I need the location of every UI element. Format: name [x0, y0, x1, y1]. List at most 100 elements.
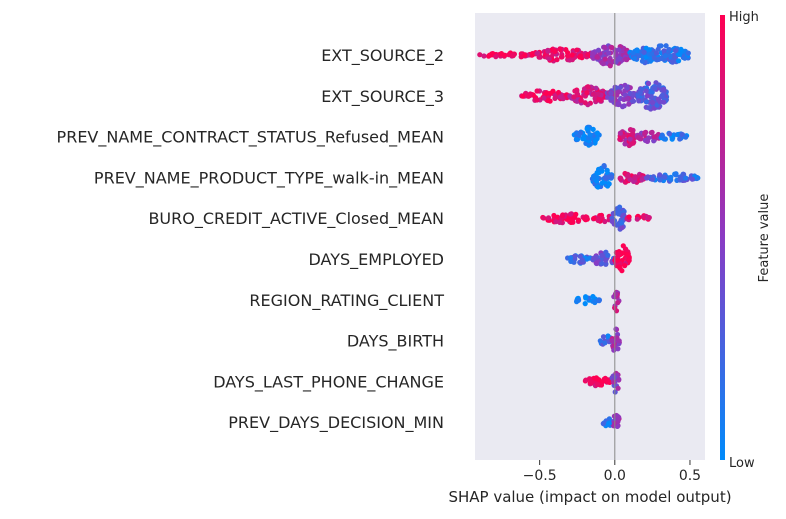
shap-point: [617, 204, 623, 210]
shap-point: [554, 57, 560, 63]
shap-point: [659, 92, 666, 98]
shap-point: [657, 99, 663, 105]
shap-point: [541, 95, 547, 101]
shap-point: [635, 93, 641, 99]
shap-point: [585, 84, 591, 90]
shap-point: [477, 52, 483, 58]
shap-point: [640, 214, 646, 220]
shap-point: [621, 208, 627, 215]
shap-point: [541, 215, 547, 221]
shap-point: [601, 163, 607, 169]
shap-point: [614, 335, 620, 341]
shap-point: [557, 219, 563, 225]
shap-point: [581, 136, 587, 142]
shap-point: [614, 85, 620, 91]
shap-point: [624, 85, 630, 91]
shap-point: [612, 291, 619, 297]
shap-point: [506, 52, 512, 58]
shap-point: [584, 214, 590, 220]
shap-point: [592, 298, 598, 305]
shap-point: [590, 91, 597, 97]
shap-point: [596, 298, 602, 304]
shap-point: [572, 253, 578, 259]
feature-label: DAYS_BIRTH: [347, 332, 444, 352]
shap-point: [668, 174, 674, 180]
shap-point: [584, 90, 590, 96]
shap-point: [615, 257, 621, 263]
shap-point: [602, 44, 608, 51]
shap-point: [672, 54, 679, 61]
colorbar-high-label: High: [729, 10, 759, 25]
shap-point: [617, 130, 624, 136]
shap-point: [616, 209, 622, 215]
shap-point: [623, 56, 629, 63]
shap-point: [661, 48, 667, 54]
shap-point: [579, 257, 585, 263]
shap-point: [655, 46, 661, 52]
shap-point: [594, 130, 600, 136]
shap-point: [567, 211, 574, 217]
shap-point: [645, 80, 652, 87]
shap-point: [593, 260, 599, 266]
shap-point: [602, 56, 608, 62]
shap-point: [646, 215, 652, 221]
shap-point: [602, 218, 608, 225]
shap-point: [658, 43, 664, 49]
shap-point: [677, 136, 683, 142]
shap-point: [597, 338, 603, 344]
shap-point: [667, 131, 673, 137]
colorbar: [720, 15, 725, 460]
shap-point: [651, 134, 658, 140]
shap-point: [481, 53, 487, 59]
shap-point: [667, 53, 673, 59]
x-axis-ticks: −0.5 0.0 0.5: [523, 460, 701, 484]
feature-label: DAYS_EMPLOYED: [309, 250, 445, 270]
shap-point: [525, 93, 532, 99]
shap-point: [600, 334, 607, 340]
x-tick-label: −0.5: [523, 468, 557, 484]
shap-point: [653, 80, 659, 86]
shap-point: [639, 58, 646, 64]
shap-point: [676, 52, 683, 58]
shap-point: [571, 94, 577, 100]
shap-point: [625, 173, 631, 179]
shap-point: [615, 300, 621, 306]
shap-point: [689, 176, 695, 182]
shap-point: [574, 47, 580, 53]
shap-point: [502, 52, 508, 58]
shap-point: [606, 50, 612, 56]
shap-point: [603, 257, 609, 263]
shap-point: [626, 214, 632, 220]
shap-point: [557, 94, 563, 100]
colorbar-title: Feature value: [757, 194, 772, 283]
shap-point: [587, 132, 593, 138]
shap-point: [602, 375, 608, 381]
shap-point: [552, 95, 558, 101]
shap-point: [615, 346, 621, 352]
shap-point: [649, 89, 655, 95]
shap-point: [608, 95, 615, 101]
shap-point: [642, 130, 648, 136]
shap-point: [649, 129, 655, 135]
shap-point: [616, 56, 622, 62]
shap-point: [594, 381, 601, 387]
shap-point: [643, 99, 650, 105]
shap-point: [616, 376, 622, 382]
shap-point: [534, 88, 540, 94]
shap-point: [676, 58, 682, 64]
shap-point: [630, 140, 636, 146]
shap-point: [683, 134, 689, 140]
shap-point: [636, 98, 642, 104]
shap-point: [575, 297, 582, 303]
shap-point: [615, 385, 621, 391]
shap-point: [594, 54, 601, 60]
shap-point: [576, 217, 582, 223]
shap-point: [644, 93, 651, 99]
shap-point: [567, 255, 574, 261]
shap-point: [678, 46, 684, 53]
shap-point: [595, 47, 602, 53]
shap-point: [582, 100, 588, 106]
shap-point: [615, 251, 621, 257]
shap-point: [600, 421, 606, 427]
shap-point: [630, 50, 636, 56]
